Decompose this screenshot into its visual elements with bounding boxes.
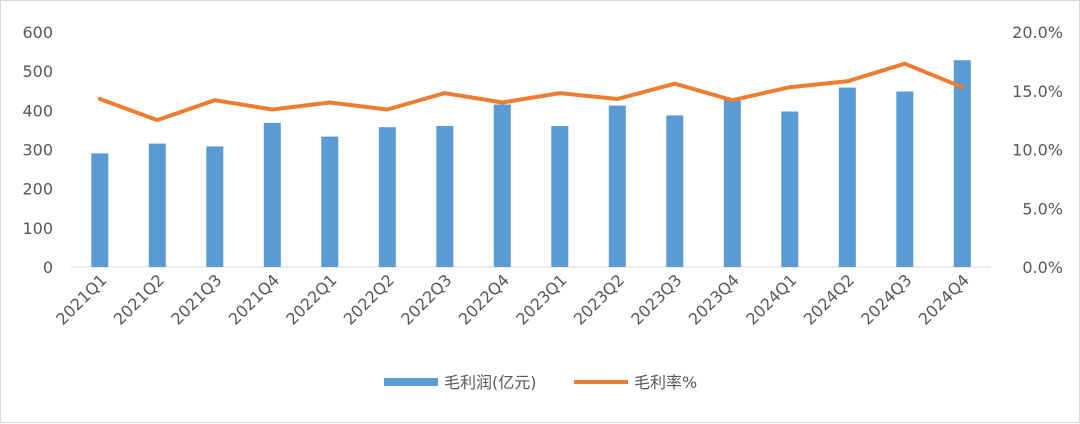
x-tick-label: 2023Q1 bbox=[512, 270, 570, 328]
bar-2021Q4 bbox=[263, 122, 281, 268]
left-tick-label: 500 bbox=[22, 62, 53, 81]
bar-2022Q4 bbox=[493, 104, 511, 267]
right-tick-label: 20.0% bbox=[1012, 23, 1063, 42]
bar-2023Q1 bbox=[551, 126, 569, 267]
legend-label-bar: 毛利润(亿元) bbox=[444, 373, 537, 392]
bar-2022Q1 bbox=[321, 136, 339, 267]
x-axis-ticks: 2021Q1 2021Q2 2021Q3 2021Q4 2022Q1 2022Q2 2022… bbox=[52, 270, 973, 328]
x-tick-label: 2024Q3 bbox=[857, 270, 915, 328]
x-tick-label: 2021Q4 bbox=[225, 270, 283, 328]
right-tick-label: 0.0% bbox=[1022, 258, 1063, 277]
right-tick-label: 10.0% bbox=[1012, 141, 1063, 160]
x-tick-label: 2023Q4 bbox=[685, 270, 743, 328]
legend-swatch-bar bbox=[384, 378, 438, 386]
bar-series bbox=[91, 60, 971, 268]
bar-2024Q2 bbox=[838, 87, 856, 267]
legend: 毛利润(亿元) 毛利率% bbox=[384, 373, 697, 392]
left-tick-label: 400 bbox=[22, 101, 53, 120]
bar-2023Q3 bbox=[666, 115, 684, 268]
x-tick-label: 2023Q2 bbox=[570, 270, 628, 328]
bar-2021Q3 bbox=[206, 146, 224, 267]
x-tick-label: 2022Q4 bbox=[455, 270, 513, 328]
right-axis-ticks: 0.0% 5.0% 10.0% 15.0% 20.0% bbox=[1012, 23, 1063, 277]
right-tick-label: 5.0% bbox=[1022, 199, 1063, 218]
left-tick-label: 0 bbox=[43, 258, 53, 277]
legend-label-line: 毛利率% bbox=[634, 373, 697, 392]
x-tick-label: 2022Q3 bbox=[397, 270, 455, 328]
bar-2024Q4 bbox=[953, 60, 971, 268]
left-tick-label: 100 bbox=[22, 219, 53, 238]
right-tick-label: 15.0% bbox=[1012, 82, 1063, 101]
x-tick-label: 2024Q1 bbox=[742, 270, 800, 328]
bar-2023Q4 bbox=[723, 99, 741, 268]
x-tick-label: 2024Q2 bbox=[800, 270, 858, 328]
bar-2021Q1 bbox=[91, 153, 109, 267]
x-tick-label: 2021Q2 bbox=[110, 270, 168, 328]
x-tick-label: 2023Q3 bbox=[627, 270, 685, 328]
left-tick-label: 600 bbox=[22, 23, 53, 42]
x-tick-label: 2021Q3 bbox=[167, 270, 225, 328]
gross-margin-rate-line bbox=[97, 61, 965, 123]
x-tick-label: 2024Q4 bbox=[915, 270, 973, 328]
bar-2022Q2 bbox=[378, 127, 396, 267]
bar-2023Q2 bbox=[608, 105, 626, 267]
left-tick-label: 300 bbox=[22, 141, 53, 160]
bar-2024Q3 bbox=[896, 91, 914, 267]
left-tick-label: 200 bbox=[22, 180, 53, 199]
left-axis-ticks: 0 100 200 300 400 500 600 bbox=[22, 23, 53, 277]
x-tick-label: 2022Q1 bbox=[282, 270, 340, 328]
x-tick-label: 2022Q2 bbox=[340, 270, 398, 328]
x-tick-label: 2021Q1 bbox=[52, 270, 110, 328]
bar-2024Q1 bbox=[781, 111, 799, 267]
bar-2021Q2 bbox=[148, 143, 166, 267]
bar-2022Q3 bbox=[436, 126, 454, 267]
